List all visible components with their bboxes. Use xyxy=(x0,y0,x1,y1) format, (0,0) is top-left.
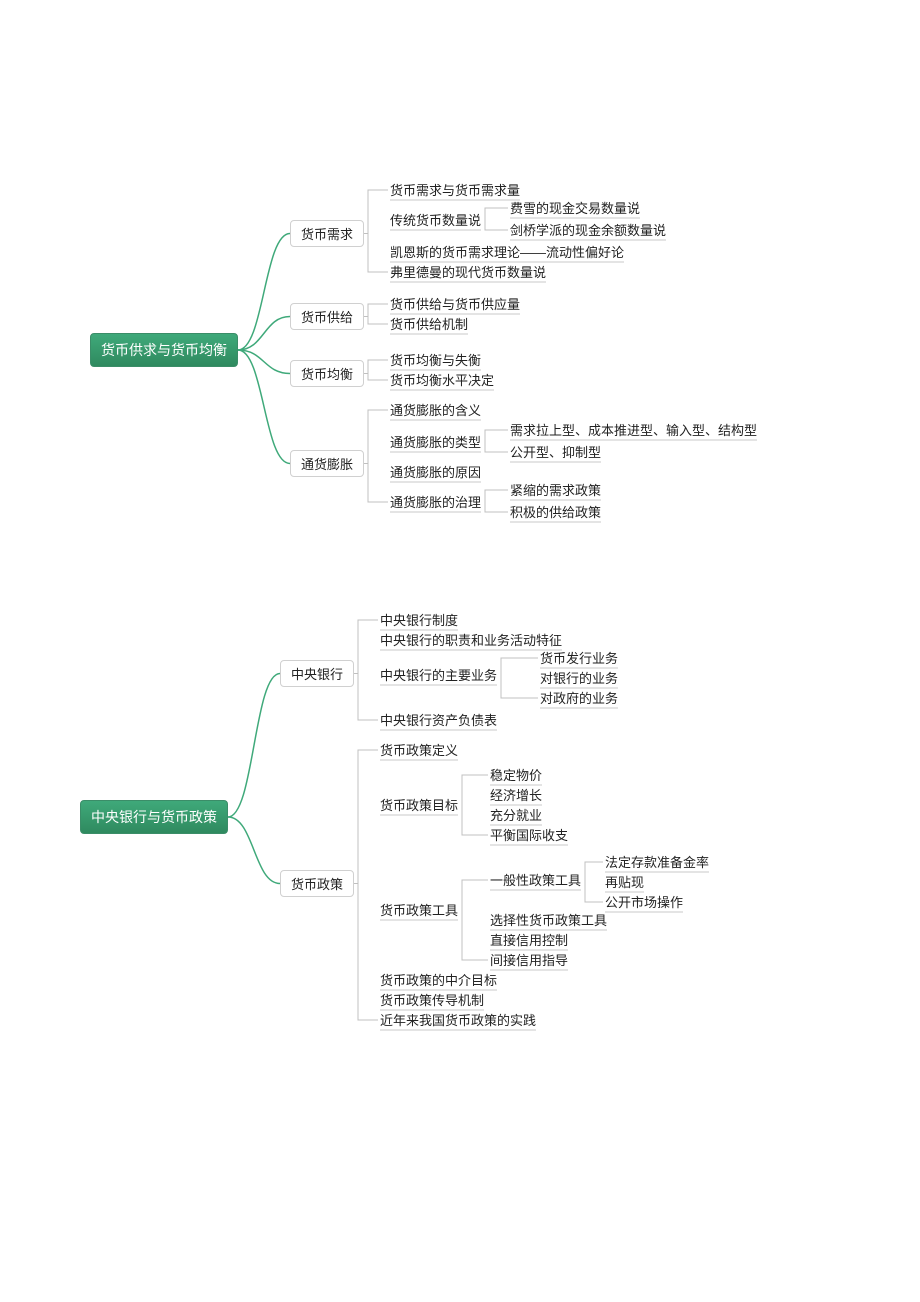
leaf-node: 通货膨胀的含义 xyxy=(390,400,481,420)
leaf-node: 货币供给机制 xyxy=(390,314,468,334)
sub-node: 经济增长 xyxy=(490,785,542,805)
sub-node: 直接信用控制 xyxy=(490,930,568,950)
sub-node: 间接信用指导 xyxy=(490,950,568,970)
sub-node: 稳定物价 xyxy=(490,765,542,785)
leaf-node: 货币均衡与失衡 xyxy=(390,350,481,370)
branch-node: 中央银行 xyxy=(280,660,354,687)
leaf-node: 货币政策传导机制 xyxy=(380,990,484,1010)
sub2-node: 公开市场操作 xyxy=(605,892,683,912)
leaf-node: 通货膨胀的治理 xyxy=(390,492,481,512)
leaf-node: 货币政策工具 xyxy=(380,900,458,920)
sub-node: 剑桥学派的现金余额数量说 xyxy=(510,220,666,240)
leaf-node: 传统货币数量说 xyxy=(390,210,481,230)
sub-node: 一般性政策工具 xyxy=(490,870,581,890)
leaf-node: 中央银行的主要业务 xyxy=(380,665,497,685)
leaf-node: 近年来我国货币政策的实践 xyxy=(380,1010,536,1030)
branch-node: 货币需求 xyxy=(290,220,364,247)
leaf-node: 中央银行资产负债表 xyxy=(380,710,497,730)
sub-node: 对政府的业务 xyxy=(540,688,618,708)
sub-node: 选择性货币政策工具 xyxy=(490,910,607,930)
sub-node: 积极的供给政策 xyxy=(510,502,601,522)
sub2-node: 法定存款准备金率 xyxy=(605,852,709,872)
sub-node: 平衡国际收支 xyxy=(490,825,568,845)
leaf-node: 货币均衡水平决定 xyxy=(390,370,494,390)
sub-node: 货币发行业务 xyxy=(540,648,618,668)
root-node: 中央银行与货币政策 xyxy=(80,800,228,834)
leaf-node: 货币供给与货币供应量 xyxy=(390,294,520,314)
sub-node: 对银行的业务 xyxy=(540,668,618,688)
leaf-node: 货币政策目标 xyxy=(380,795,458,815)
sub2-node: 再贴现 xyxy=(605,872,644,892)
leaf-node: 通货膨胀的原因 xyxy=(390,462,481,482)
leaf-node: 中央银行制度 xyxy=(380,610,458,630)
sub-node: 费雪的现金交易数量说 xyxy=(510,198,640,218)
leaf-node: 货币政策定义 xyxy=(380,740,458,760)
root-node: 货币供求与货币均衡 xyxy=(90,333,238,367)
leaf-node: 货币政策的中介目标 xyxy=(380,970,497,990)
leaf-node: 货币需求与货币需求量 xyxy=(390,180,520,200)
leaf-node: 通货膨胀的类型 xyxy=(390,432,481,452)
sub-node: 公开型、抑制型 xyxy=(510,442,601,462)
branch-node: 货币政策 xyxy=(280,870,354,897)
leaf-node: 中央银行的职责和业务活动特征 xyxy=(380,630,562,650)
branch-node: 通货膨胀 xyxy=(290,450,364,477)
sub-node: 充分就业 xyxy=(490,805,542,825)
leaf-node: 弗里德曼的现代货币数量说 xyxy=(390,262,546,282)
sub-node: 紧缩的需求政策 xyxy=(510,480,601,500)
branch-node: 货币均衡 xyxy=(290,360,364,387)
sub-node: 需求拉上型、成本推进型、输入型、结构型 xyxy=(510,420,757,440)
leaf-node: 凯恩斯的货币需求理论——流动性偏好论 xyxy=(390,242,624,262)
branch-node: 货币供给 xyxy=(290,303,364,330)
page: 货币供求与货币均衡 货币需求 货币需求与货币需求量传统货币数量说 费雪的现金交易数量说… xyxy=(0,0,920,1302)
